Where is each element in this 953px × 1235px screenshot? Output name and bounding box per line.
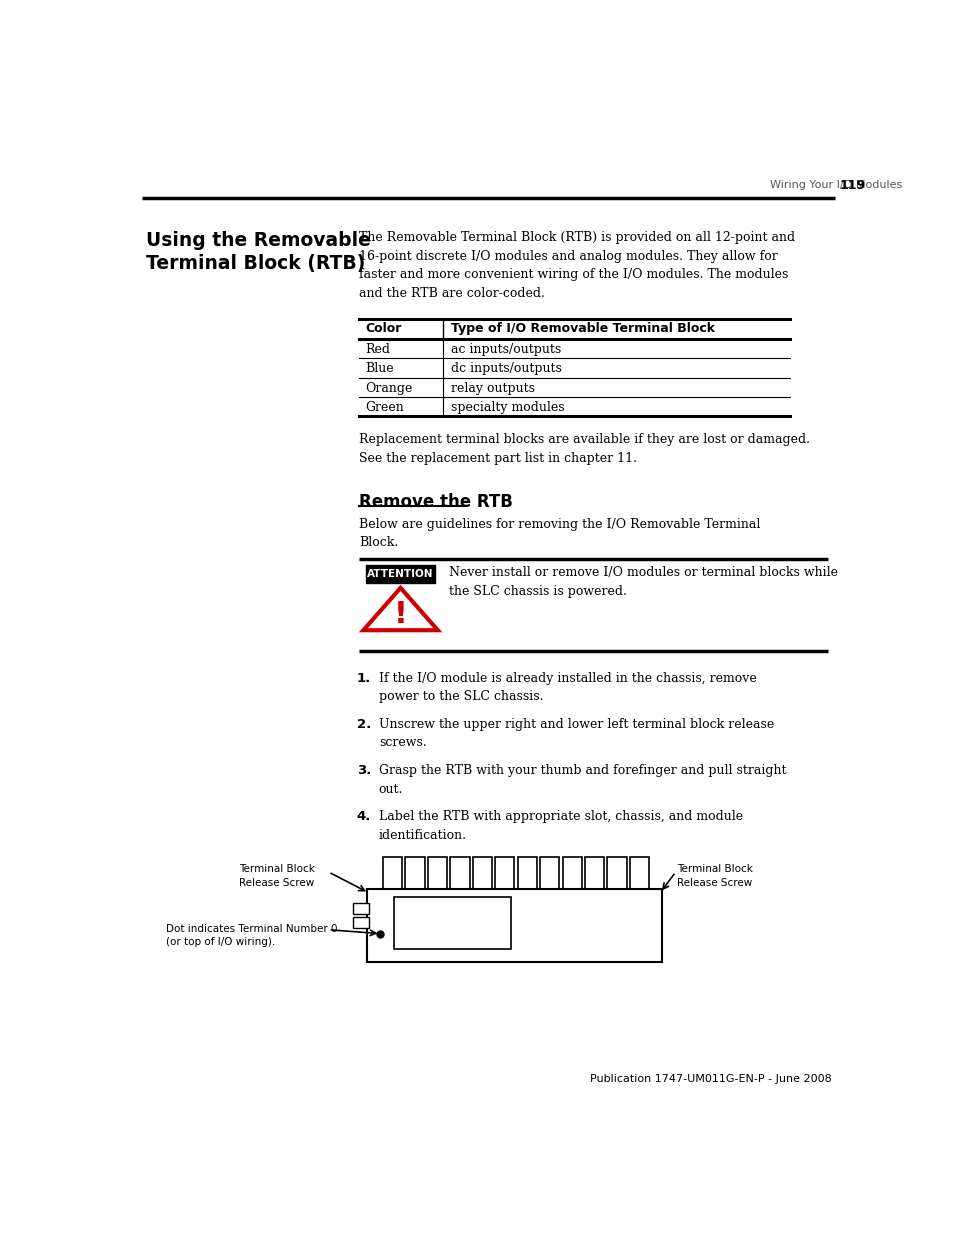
Bar <box>517 857 537 889</box>
Text: Color: Color <box>365 322 401 335</box>
Bar <box>607 857 626 889</box>
Bar <box>495 857 514 889</box>
Bar <box>562 857 581 889</box>
Bar <box>539 857 558 889</box>
Text: Publication 1747-UM011G-EN-P - June 2008: Publication 1747-UM011G-EN-P - June 2008 <box>590 1073 831 1084</box>
Text: Never install or remove I/O modules or terminal blocks while
the SLC chassis is : Never install or remove I/O modules or t… <box>449 567 838 598</box>
Text: Below are guidelines for removing the I/O Removable Terminal
Block.: Below are guidelines for removing the I/… <box>359 517 760 550</box>
Text: 119: 119 <box>840 179 865 191</box>
Bar <box>629 857 649 889</box>
Bar <box>427 857 447 889</box>
Bar <box>584 857 604 889</box>
Bar <box>472 857 492 889</box>
Text: If the I/O module is already installed in the chassis, remove
power to the SLC c: If the I/O module is already installed i… <box>378 672 756 703</box>
Text: Wiring Your I/O Modules: Wiring Your I/O Modules <box>769 180 902 190</box>
Text: ATTENTION: ATTENTION <box>367 569 434 579</box>
Text: Green: Green <box>365 401 404 414</box>
Polygon shape <box>363 588 437 630</box>
Text: Grasp the RTB with your thumb and forefinger and pull straight
out.: Grasp the RTB with your thumb and forefi… <box>378 764 785 795</box>
Text: 4.: 4. <box>356 810 371 824</box>
Text: !: ! <box>394 600 407 629</box>
Text: The Removable Terminal Block (RTB) is provided on all 12-point and
16-point disc: The Removable Terminal Block (RTB) is pr… <box>359 231 795 300</box>
Text: Type of I/O Removable Terminal Block: Type of I/O Removable Terminal Block <box>451 322 714 335</box>
Text: ac inputs/outputs: ac inputs/outputs <box>451 343 560 356</box>
Text: relay outputs: relay outputs <box>451 382 535 394</box>
Text: 2.: 2. <box>356 718 371 731</box>
Bar <box>394 897 510 948</box>
Text: Blue: Blue <box>365 362 394 375</box>
Text: 1.: 1. <box>356 672 371 684</box>
Text: Orange: Orange <box>365 382 413 394</box>
Bar <box>382 857 402 889</box>
Text: Red: Red <box>365 343 391 356</box>
Text: specialty modules: specialty modules <box>451 401 564 414</box>
Text: 3.: 3. <box>356 764 371 777</box>
Text: Unscrew the upper right and lower left terminal block release
screws.: Unscrew the upper right and lower left t… <box>378 718 773 750</box>
Bar <box>353 903 369 914</box>
Bar <box>450 857 469 889</box>
Bar <box>405 857 424 889</box>
Text: Replacement terminal blocks are available if they are lost or damaged.
See the r: Replacement terminal blocks are availabl… <box>359 433 810 464</box>
Bar <box>353 916 369 929</box>
Text: dc inputs/outputs: dc inputs/outputs <box>451 362 561 375</box>
Text: Using the Removable
Terminal Block (RTB): Using the Removable Terminal Block (RTB) <box>146 231 371 273</box>
Bar <box>365 564 435 583</box>
Bar <box>367 889 661 962</box>
Text: Remove the RTB: Remove the RTB <box>359 493 513 511</box>
Text: Dot indicates Terminal Number 0
(or top of I/O wiring).: Dot indicates Terminal Number 0 (or top … <box>166 924 337 947</box>
Text: Terminal Block
Release Screw: Terminal Block Release Screw <box>677 864 752 888</box>
Text: Terminal Block
Release Screw: Terminal Block Release Screw <box>239 864 314 888</box>
Text: Label the RTB with appropriate slot, chassis, and module
identification.: Label the RTB with appropriate slot, cha… <box>378 810 742 842</box>
